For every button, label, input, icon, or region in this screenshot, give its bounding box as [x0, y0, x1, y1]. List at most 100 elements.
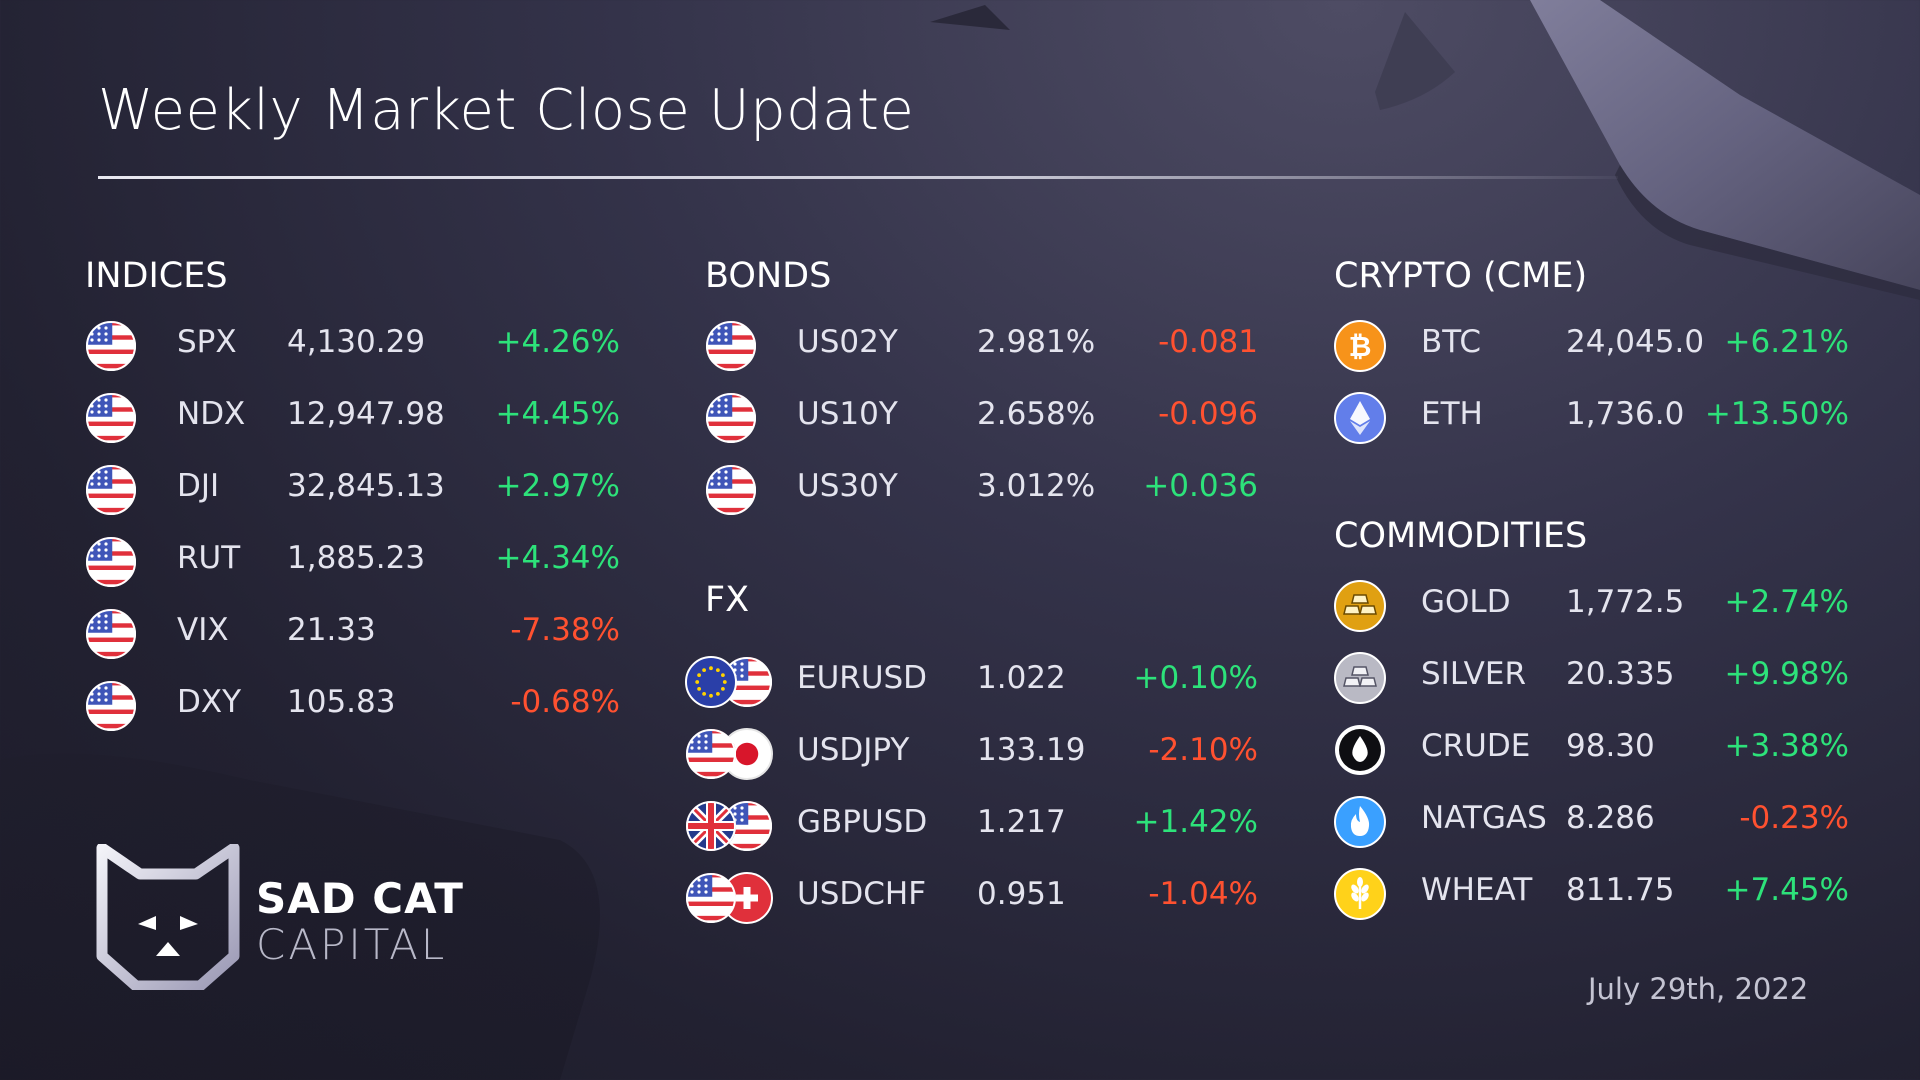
price-value: 4,130.29	[287, 324, 426, 360]
change-value: +7.45%	[1724, 872, 1849, 908]
price-value: 811.75	[1566, 872, 1675, 908]
commodities-row-gold: GOLD 1,772.5 +2.74%	[1334, 576, 1920, 632]
us-jp-flags-icon	[685, 728, 775, 780]
change-value: -2.10%	[1148, 732, 1258, 768]
us-flag-icon	[705, 392, 757, 444]
price-value: 32,845.13	[287, 468, 445, 504]
change-value: +9.98%	[1724, 656, 1849, 692]
svg-text:₿: ₿	[1349, 330, 1372, 363]
price-value: 1.022	[977, 660, 1066, 696]
ticker-symbol: VIX	[177, 612, 229, 648]
change-value: -1.04%	[1148, 876, 1258, 912]
indices-row-spx: SPX 4,130.29 +4.26%	[85, 316, 725, 372]
crypto-row-eth: ETH 1,736.0 +13.50%	[1334, 388, 1920, 444]
ticker-symbol: GOLD	[1421, 584, 1511, 620]
commodities-heading: COMMODITIES	[1334, 516, 1588, 556]
price-value: 2.658%	[977, 396, 1096, 432]
gold-bars-icon	[1334, 580, 1386, 632]
ticker-symbol: SPX	[177, 324, 237, 360]
change-value: -0.68%	[510, 684, 620, 720]
us-flag-icon	[85, 536, 137, 588]
us-flag-icon	[85, 464, 137, 516]
ticker-symbol: CRUDE	[1421, 728, 1531, 764]
ticker-symbol: US30Y	[797, 468, 898, 504]
bonds-row-us30y: US30Y 3.012% +0.036	[705, 460, 1345, 516]
indices-row-vix: VIX 21.33 -7.38%	[85, 604, 725, 660]
commodities-row-silver: SILVER 20.335 +9.98%	[1334, 648, 1920, 704]
ticker-symbol: DJI	[177, 468, 220, 504]
change-value: +2.97%	[495, 468, 620, 504]
change-value: -0.081	[1158, 324, 1258, 360]
commodities-row-natgas: NATGAS 8.286 -0.23%	[1334, 792, 1920, 848]
ethereum-icon	[1334, 392, 1386, 444]
fx-row-usdjpy: USDJPY 133.19 -2.10%	[685, 724, 1325, 780]
indices-heading: INDICES	[85, 256, 228, 296]
price-value: 8.286	[1566, 800, 1655, 836]
title-divider	[98, 176, 1618, 179]
price-value: 1,885.23	[287, 540, 426, 576]
ticker-symbol: BTC	[1421, 324, 1482, 360]
fx-row-eurusd: EURUSD 1.022 +0.10%	[685, 652, 1325, 708]
change-value: +6.21%	[1724, 324, 1849, 360]
us-flag-icon	[85, 608, 137, 660]
change-value: +0.036	[1143, 468, 1258, 504]
silver-bars-icon	[1334, 652, 1386, 704]
change-value: +4.26%	[495, 324, 620, 360]
ticker-symbol: WHEAT	[1421, 872, 1533, 908]
us-flag-icon	[705, 320, 757, 372]
price-value: 3.012%	[977, 468, 1096, 504]
ticker-symbol: RUT	[177, 540, 241, 576]
fx-row-gbpusd: GBPUSD 1.217 +1.42%	[685, 796, 1325, 852]
change-value: +1.42%	[1133, 804, 1258, 840]
eu-us-flags-icon	[685, 656, 775, 708]
price-value: 1,736.0	[1566, 396, 1685, 432]
gb-us-flags-icon	[685, 800, 775, 852]
crypto-row-btc: ₿ BTC 24,045.0 +6.21%	[1334, 316, 1920, 372]
price-value: 0.951	[977, 876, 1066, 912]
price-value: 20.335	[1566, 656, 1675, 692]
fx-heading: FX	[705, 580, 750, 620]
crypto-heading: CRYPTO (CME)	[1334, 256, 1588, 296]
change-value: -7.38%	[510, 612, 620, 648]
change-value: +2.74%	[1724, 584, 1849, 620]
price-value: 24,045.0	[1566, 324, 1705, 360]
change-value: -0.096	[1158, 396, 1258, 432]
ticker-symbol: NDX	[177, 396, 246, 432]
oil-drop-icon	[1334, 724, 1386, 776]
ticker-symbol: SILVER	[1421, 656, 1527, 692]
us-ch-flags-icon	[685, 872, 775, 924]
price-value: 1,772.5	[1566, 584, 1685, 620]
price-value: 98.30	[1566, 728, 1655, 764]
wheat-icon	[1334, 868, 1386, 920]
brand-subtitle: CAPITAL	[256, 920, 448, 969]
report-date: July 29th, 2022	[1588, 972, 1809, 1006]
ticker-symbol: EURUSD	[797, 660, 928, 696]
us-flag-icon	[705, 464, 757, 516]
us-flag-icon	[85, 320, 137, 372]
indices-row-rut: RUT 1,885.23 +4.34%	[85, 532, 725, 588]
change-value: -0.23%	[1739, 800, 1849, 836]
indices-row-dji: DJI 32,845.13 +2.97%	[85, 460, 725, 516]
price-value: 2.981%	[977, 324, 1096, 360]
price-value: 21.33	[287, 612, 376, 648]
ticker-symbol: GBPUSD	[797, 804, 928, 840]
us-flag-icon	[85, 680, 137, 732]
ticker-symbol: USDJPY	[797, 732, 910, 768]
bonds-row-us10y: US10Y 2.658% -0.096	[705, 388, 1345, 444]
change-value: +4.34%	[495, 540, 620, 576]
page-title: Weekly Market Close Update	[98, 78, 915, 143]
change-value: +13.50%	[1704, 396, 1849, 432]
commodities-row-crude: CRUDE 98.30 +3.38%	[1334, 720, 1920, 776]
price-value: 12,947.98	[287, 396, 445, 432]
change-value: +0.10%	[1133, 660, 1258, 696]
price-value: 133.19	[977, 732, 1086, 768]
us-flag-icon	[85, 392, 137, 444]
price-value: 1.217	[977, 804, 1066, 840]
change-value: +3.38%	[1724, 728, 1849, 764]
ticker-symbol: US02Y	[797, 324, 898, 360]
ticker-symbol: US10Y	[797, 396, 898, 432]
brand-name: SAD CAT	[256, 874, 464, 923]
indices-row-dxy: DXY 105.83 -0.68%	[85, 676, 725, 732]
cat-logo-icon	[96, 844, 240, 990]
ticker-symbol: DXY	[177, 684, 242, 720]
